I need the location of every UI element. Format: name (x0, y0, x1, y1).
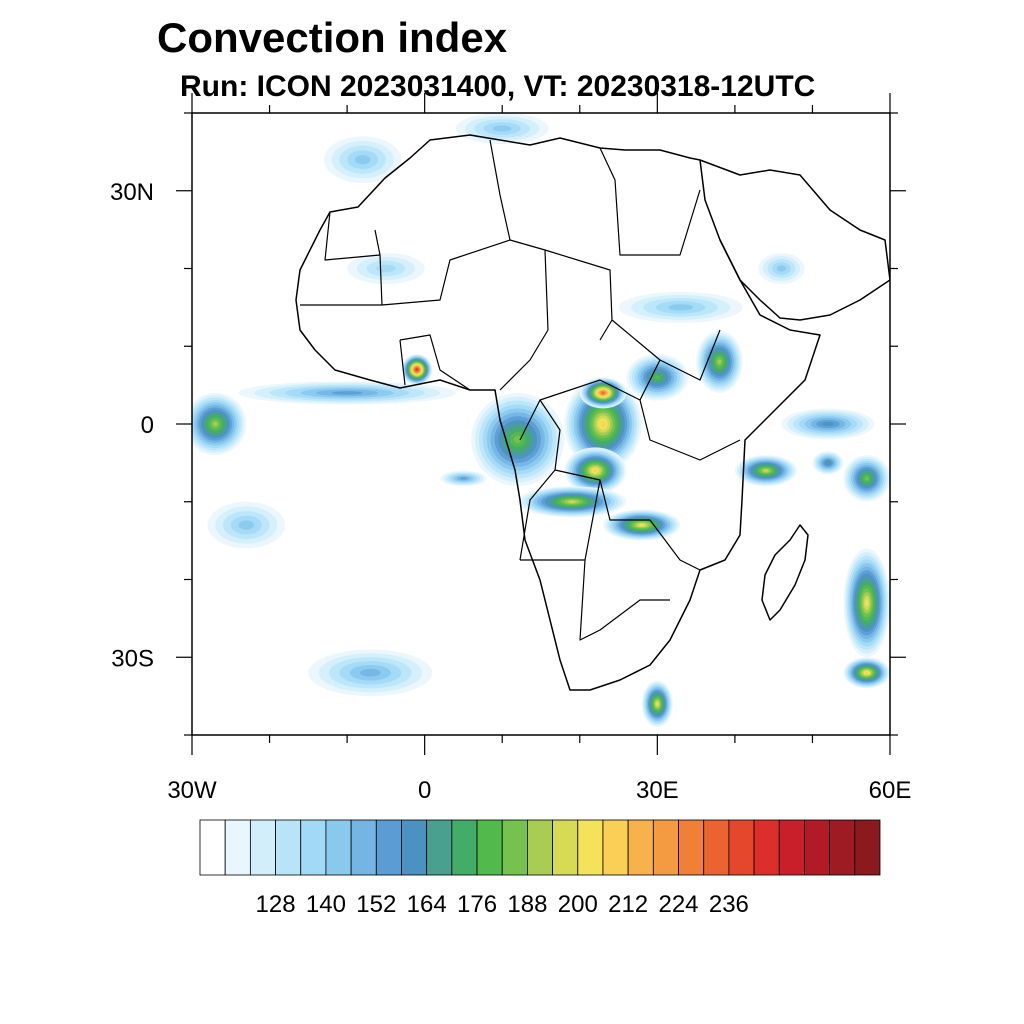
coastlines-and-borders (295, 134, 890, 691)
colorbar-swatch (577, 819, 604, 876)
convection-cell (626, 354, 689, 401)
convection-cell (618, 291, 743, 323)
colorbar-swatch (199, 819, 226, 876)
convection-cell (564, 447, 627, 494)
map-subtitle: Run: ICON 2023031400, VT: 20230318-12UTC (180, 70, 816, 103)
colorbar-swatch (224, 819, 251, 876)
country-borders (300, 139, 741, 641)
convection-cell (401, 354, 433, 386)
convection-cell (238, 381, 456, 405)
convection-cell (843, 548, 890, 658)
colorbar-label: 224 (658, 891, 698, 918)
lon-tick-label: 30E (636, 777, 679, 804)
convection-cell (843, 657, 890, 689)
colorbar-swatch (627, 819, 654, 876)
colorbar-swatch (854, 819, 881, 876)
colorbar: 128 140 152 164 176 188 200 212 224 236 (199, 819, 881, 918)
colorbar-swatch (426, 819, 453, 876)
colorbar-swatch (652, 819, 679, 876)
colorbar-swatch (753, 819, 780, 876)
colorbar-swatch (476, 819, 503, 876)
convection-cell (696, 330, 743, 393)
convection-cell (440, 470, 487, 487)
axis-ticks (176, 93, 906, 755)
colorbar-label: 128 (256, 891, 296, 918)
colorbar-label: 212 (608, 891, 648, 918)
colorbar-label: 200 (558, 891, 598, 918)
colorbar-swatch (728, 819, 755, 876)
colorbar-swatch (703, 819, 730, 876)
colorbar-swatch (552, 819, 579, 876)
colorbar-label: 236 (709, 891, 749, 918)
colorbar-label: 164 (407, 891, 447, 918)
convection-cell (603, 509, 681, 541)
colorbar-swatch (350, 819, 377, 876)
colorbar-swatch (249, 819, 276, 876)
colorbar-label: 140 (306, 891, 346, 918)
colorbar-swatch (401, 819, 428, 876)
map-title: Convection index (157, 14, 508, 61)
convection-cell (455, 113, 549, 145)
colorbar-swatch (451, 819, 478, 876)
colorbar-swatch (275, 819, 302, 876)
lon-tick-label: 0 (418, 777, 431, 804)
arabia-coastline (699, 159, 890, 321)
colorbar-swatch (804, 819, 831, 876)
lon-tick-label: 30W (167, 777, 217, 804)
madagascar-coastline (761, 524, 809, 621)
africa-coastline (295, 134, 821, 691)
colorbar-swatch (375, 819, 402, 876)
colorbar-label: 152 (356, 891, 396, 918)
lat-tick-label: 0 (141, 412, 154, 439)
colorbar-swatch (678, 819, 705, 876)
colorbar-swatch (829, 819, 856, 876)
colorbar-label: 188 (507, 891, 547, 918)
convection-cell (471, 392, 565, 487)
convection-cell (641, 680, 673, 728)
lon-tick-label: 60E (869, 777, 912, 804)
lat-tick-label: 30N (110, 179, 154, 206)
convection-cell (347, 252, 425, 285)
convection-cell (323, 136, 402, 183)
colorbar-label: 176 (457, 891, 497, 918)
convection-cell (734, 455, 797, 487)
convection-cell (843, 455, 890, 502)
colorbar-swatch (527, 819, 553, 876)
convection-cell (517, 486, 627, 518)
convection-cell (812, 451, 844, 475)
colorbar-swatch (602, 819, 629, 876)
convection-cell (192, 392, 247, 456)
colorbar-swatch (325, 819, 352, 876)
convection-cell (308, 649, 433, 697)
colorbar-swatch (778, 819, 805, 876)
convection-field (192, 113, 890, 728)
convection-cell (781, 408, 875, 440)
convection-cell (207, 501, 286, 549)
convection-cell (758, 252, 805, 285)
colorbar-swatch (300, 819, 327, 876)
colorbar-swatch (501, 819, 528, 876)
axis-tick-labels: 30N 0 30S 30W 0 30E 60E (110, 179, 911, 804)
lat-tick-label: 30S (111, 645, 154, 672)
